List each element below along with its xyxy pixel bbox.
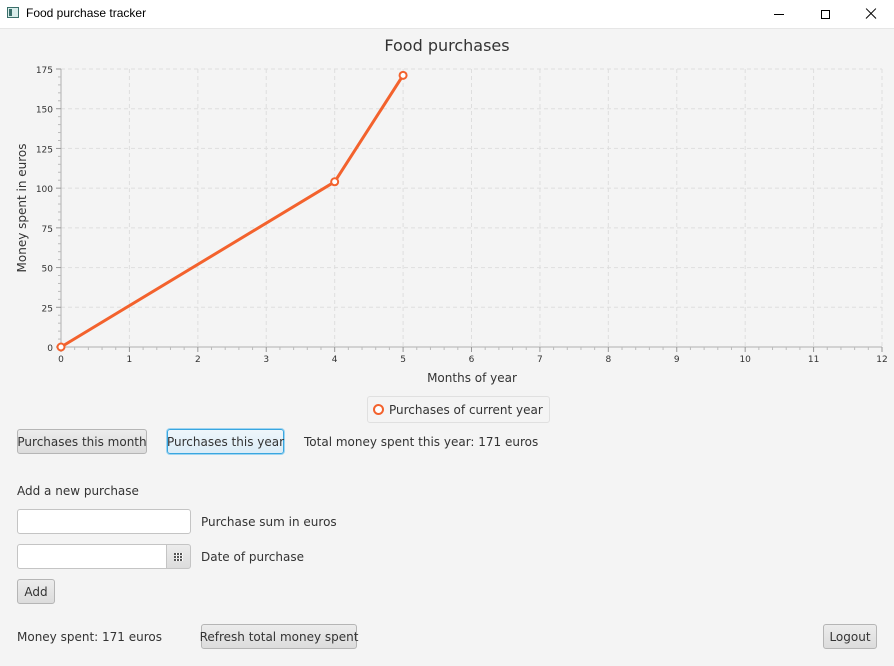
- y-tick-label: 25: [42, 304, 53, 314]
- window-title: Food purchase tracker: [26, 6, 147, 20]
- minimize-icon: [774, 13, 784, 15]
- title-bar: Food purchase tracker: [0, 0, 894, 29]
- maximize-icon: [820, 9, 830, 19]
- legend-marker-icon: [373, 404, 384, 415]
- chart-title: Food purchases: [384, 36, 510, 55]
- close-icon: [865, 8, 877, 20]
- x-tick-label: 12: [876, 355, 887, 365]
- legend-label: Purchases of current year: [389, 402, 543, 417]
- y-tick-label: 50: [42, 265, 54, 275]
- x-tick-label: 10: [739, 355, 751, 365]
- x-tick-label: 8: [605, 355, 611, 365]
- chart-grid: [60, 68, 883, 348]
- add-button[interactable]: Add: [17, 579, 55, 604]
- y-tick-label: 150: [36, 106, 53, 116]
- x-tick-label: 0: [58, 355, 64, 365]
- y-tick-label: 75: [42, 225, 53, 235]
- minimize-button[interactable]: [756, 0, 802, 28]
- x-tick-label: 2: [195, 355, 201, 365]
- chart-legend: Purchases of current year: [367, 396, 550, 423]
- chart-series: [56, 70, 408, 352]
- y-tick-label: 0: [47, 344, 53, 354]
- refresh-total-button[interactable]: Refresh total money spent: [200, 624, 358, 649]
- calendar-icon: [174, 552, 183, 561]
- purchase-sum-input[interactable]: [17, 509, 191, 534]
- purchase-date-input[interactable]: [17, 544, 167, 569]
- date-picker: [17, 544, 191, 569]
- x-tick-label: 3: [263, 355, 269, 365]
- x-tick-label: 6: [469, 355, 475, 365]
- data-point: [330, 177, 340, 187]
- total-year-text: Total money spent this year: 171 euros: [304, 435, 539, 449]
- close-button[interactable]: [848, 0, 894, 28]
- x-tick-label: 1: [127, 355, 133, 365]
- data-point: [398, 70, 408, 80]
- app-window-icon: [7, 7, 19, 18]
- x-tick-label: 4: [332, 355, 338, 365]
- y-tick-label: 125: [36, 145, 53, 155]
- plot-area: [61, 69, 882, 347]
- x-tick-label: 11: [808, 355, 819, 365]
- x-tick-label: 7: [537, 355, 543, 365]
- x-axis-label: Months of year: [427, 371, 517, 385]
- purchase-date-label: Date of purchase: [201, 550, 304, 564]
- x-tick-label: 5: [400, 355, 406, 365]
- purchases-this-month-button[interactable]: Purchases this month: [17, 429, 147, 454]
- logout-button[interactable]: Logout: [823, 624, 877, 649]
- calendar-button[interactable]: [166, 544, 191, 569]
- x-tick-label: 9: [674, 355, 680, 365]
- purchases-this-year-button[interactable]: Purchases this year: [167, 429, 284, 454]
- maximize-button[interactable]: [802, 0, 848, 28]
- y-tick-label: 100: [36, 185, 53, 195]
- data-point: [56, 342, 66, 352]
- y-tick-label: 175: [36, 66, 53, 76]
- purchase-sum-label: Purchase sum in euros: [201, 515, 337, 529]
- money-spent-text: Money spent: 171 euros: [17, 630, 162, 644]
- y-axis-label: Money spent in euros: [15, 144, 29, 273]
- add-purchase-heading: Add a new purchase: [17, 484, 139, 498]
